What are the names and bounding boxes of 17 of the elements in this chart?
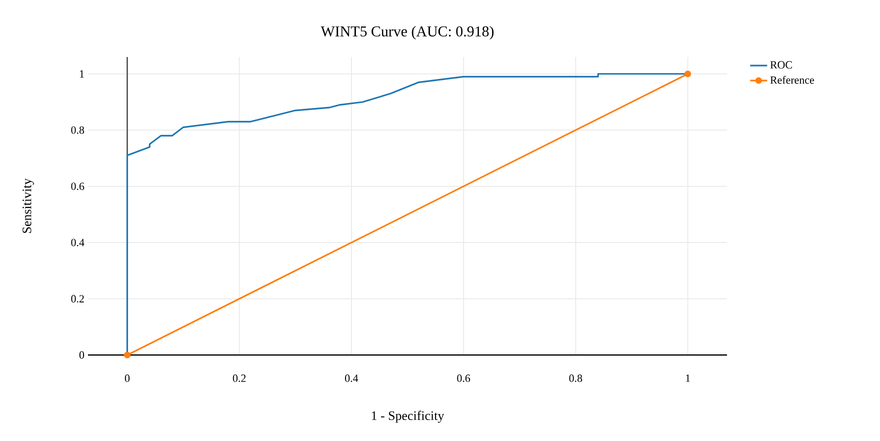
x-tick-label: 1 bbox=[686, 374, 690, 382]
x-tick-label: 0 bbox=[124, 374, 130, 382]
x-tick-label: 0.6 bbox=[457, 374, 470, 382]
y-tick-label: 0.8 bbox=[71, 126, 84, 134]
y-tick-label: 0.6 bbox=[71, 182, 84, 190]
x-axis-title: 1 - Specificity bbox=[372, 410, 444, 423]
x-tick-label: 0.8 bbox=[569, 374, 582, 382]
x-tick-label: 0.2 bbox=[232, 374, 246, 382]
y-tick-label: 0 bbox=[79, 351, 84, 359]
y-tick-label: 1 bbox=[80, 70, 84, 78]
legend-label: Reference bbox=[770, 76, 814, 84]
y-axis-title: Sensitivity bbox=[22, 178, 34, 233]
x-tick-label: 0.4 bbox=[345, 374, 358, 382]
legend-label: ROC bbox=[770, 61, 792, 69]
chart-title: WINT5 Curve (AUC: 0.918) bbox=[320, 26, 494, 40]
y-tick-label: 0.4 bbox=[71, 238, 84, 246]
y-tick-label: 0.2 bbox=[71, 295, 84, 302]
